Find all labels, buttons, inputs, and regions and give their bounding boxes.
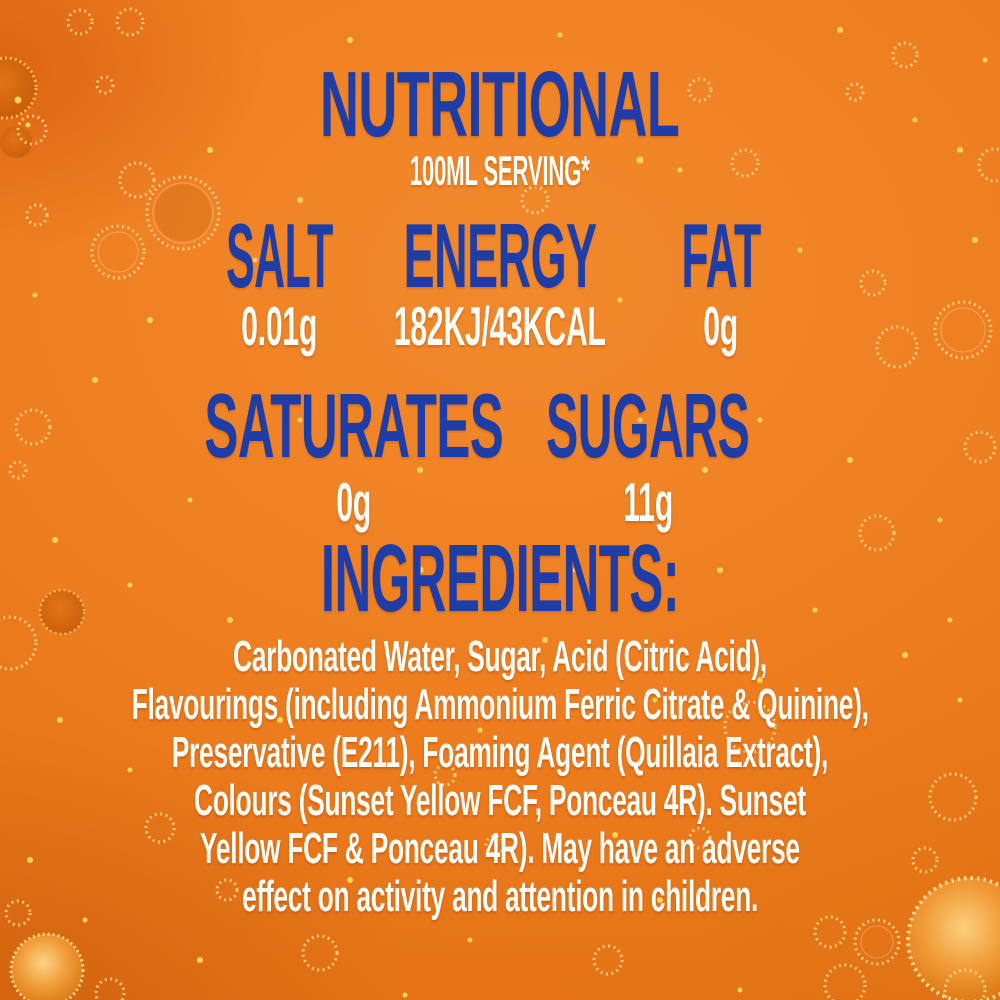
nutrition-row-2: SATURATES 0g SUGARS 11g bbox=[0, 376, 976, 533]
nutrient-value-fat: 0g bbox=[703, 295, 739, 357]
serving-note: 100ML SERVING* bbox=[410, 147, 590, 194]
nutrition-row-1: SALT 0.01g ENERGY 182KJ/43KCAL FAT 0g bbox=[0, 206, 1000, 357]
ingredients-line: Colours (Sunset Yellow FCF, Ponceau 4R).… bbox=[194, 776, 806, 825]
nutrient-sugars: SUGARS 11g bbox=[528, 376, 768, 533]
nutrient-name-salt: SALT bbox=[225, 206, 333, 307]
nutrient-value-energy: 182KJ/43KCAL bbox=[394, 295, 606, 357]
nutrient-name-sugars: SUGARS bbox=[546, 376, 750, 477]
label-header: NUTRITIONAL bbox=[0, 58, 1000, 151]
ingredients-line: effect on activity and attention in chil… bbox=[241, 872, 759, 921]
ingredients-heading-row: INGREDIENTS: bbox=[0, 525, 1000, 632]
nutrient-fat: FAT 0g bbox=[646, 206, 796, 357]
ingredients-line: Preservative (E211), Foaming Agent (Quil… bbox=[171, 728, 829, 777]
page-title: NUTRITIONAL bbox=[320, 52, 680, 156]
nutrient-name-saturates: SATURATES bbox=[204, 376, 504, 477]
nutrient-value-saturates: 0g bbox=[336, 471, 372, 533]
ingredients-line: Carbonated Water, Sugar, Acid (Citric Ac… bbox=[233, 632, 767, 681]
nutrient-energy: ENERGY 182KJ/43KCAL bbox=[380, 206, 620, 357]
nutrient-salt: SALT 0.01g bbox=[204, 206, 354, 357]
ingredients-heading: INGREDIENTS: bbox=[320, 525, 680, 632]
nutrient-value-sugars: 11g bbox=[623, 471, 673, 533]
nutrient-name-energy: ENERGY bbox=[403, 206, 597, 307]
nutrient-value-salt: 0.01g bbox=[241, 295, 317, 357]
ingredients-line: Flavourings (including Ammonium Ferric C… bbox=[131, 680, 869, 729]
serving-note-row: 100ML SERVING* bbox=[0, 149, 1000, 193]
ingredients-line: Yellow FCF & Ponceau 4R). May have an ad… bbox=[200, 824, 800, 873]
nutrient-name-fat: FAT bbox=[681, 206, 761, 307]
ingredients-list: Carbonated Water, Sugar, Acid (Citric Ac… bbox=[0, 633, 1000, 921]
nutrient-saturates: SATURATES 0g bbox=[184, 376, 524, 533]
